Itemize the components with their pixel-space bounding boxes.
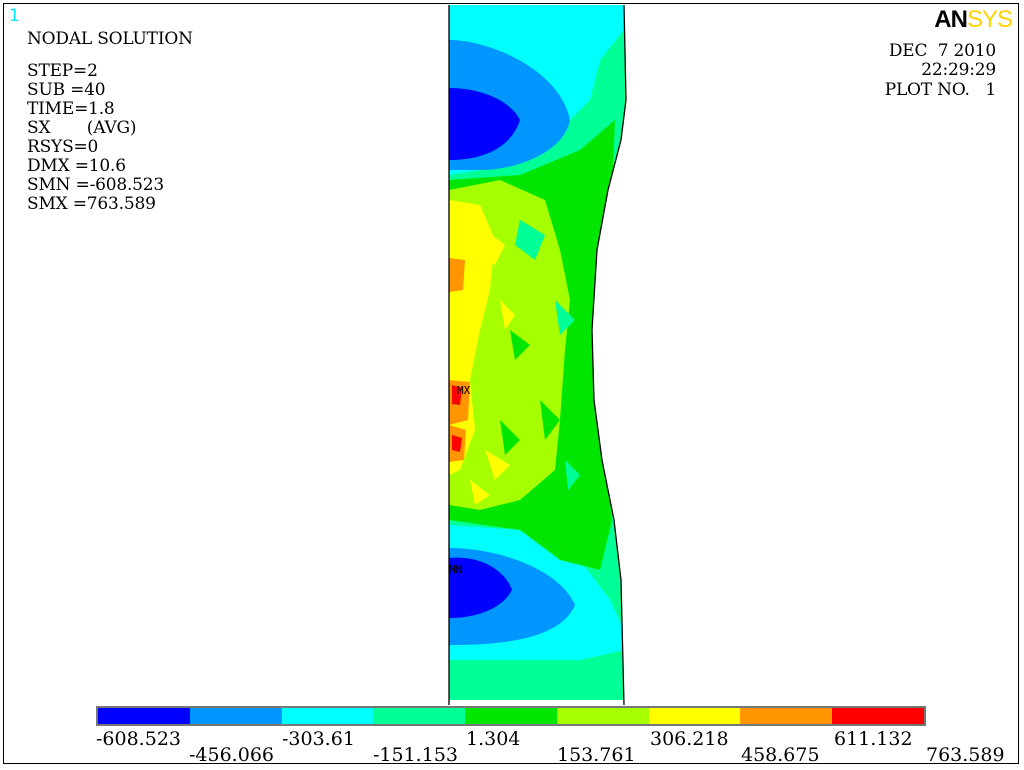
info-line: TIME=1.8 [27,99,115,119]
info-line: SMN =-608.523 [27,175,165,195]
logo-part-sys: SYS [966,6,1013,33]
info-line: DMX =10.6 [27,156,126,176]
legend-label: -456.066 [189,744,274,766]
legend-color-swatch [98,708,190,724]
info-line: SX (AVG) [27,118,137,138]
plot-number: PLOT NO. 1 [884,80,996,100]
legend-label: -608.523 [96,728,181,750]
legend-label: 1.304 [466,728,521,750]
logo-part-an: AN [934,6,968,33]
stress-contour-field [449,5,626,700]
min-marker: MN [449,563,463,576]
legend-color-swatch [832,708,925,724]
window-number: 1 [9,6,20,26]
info-line: RSYS=0 [27,137,99,157]
info-line: SMX =763.589 [27,194,156,214]
plot-frame [3,3,1019,764]
info-line: STEP=2 [27,61,98,81]
legend-label: 153.761 [557,744,636,766]
legend-color-swatch [556,708,649,724]
legend-color-swatch [373,708,466,724]
plot-time: 22:29:29 [921,60,996,80]
body-outline [448,4,627,706]
plot-date: DEC 7 2010 [888,41,996,61]
legend-color-swatch [281,708,374,724]
color-legend-bar [96,706,926,726]
legend-label: 306.218 [650,728,729,750]
ansys-logo: ANSYS [934,6,1013,34]
legend-label: 763.589 [926,744,1005,766]
legend-color-swatch [740,708,833,724]
legend-label: 611.132 [834,728,913,750]
legend-color-swatch [648,708,741,724]
info-line: SUB =40 [27,80,106,100]
max-marker: MX [457,384,471,397]
legend-label: 458.675 [741,744,820,766]
legend-color-swatch [465,708,557,724]
plot-title: NODAL SOLUTION [27,29,193,49]
legend-color-swatch [189,708,282,724]
legend-label: -303.61 [282,728,355,750]
legend-label: -151.153 [373,744,458,766]
